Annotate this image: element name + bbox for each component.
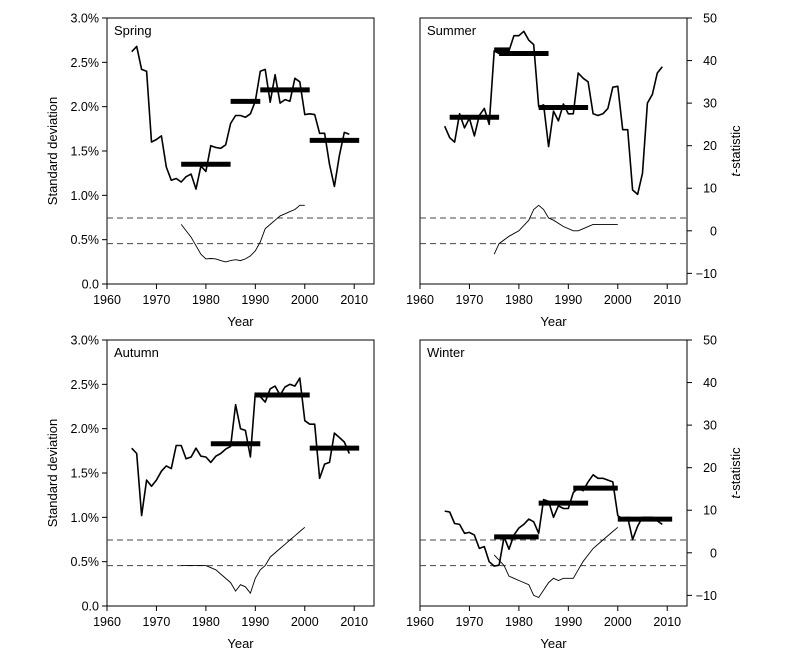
plot-frame — [106, 17, 375, 285]
y-left-tick-label: 3.0% — [71, 12, 100, 26]
t-statistic-line — [180, 204, 305, 263]
y-left-tick-label: 1.0% — [71, 511, 100, 525]
std-deviation-line — [131, 45, 350, 190]
y-right-tick-label: 0 — [710, 546, 717, 560]
y-right-tick-label: 40 — [703, 376, 717, 390]
x-tick-label: 1970 — [456, 615, 484, 629]
y-left-tick-label: 2.5% — [71, 56, 100, 70]
panel-summer: 1960 1970 1980 1990 2000 2010 Year −10 0 10 20 30 40… — [406, 12, 743, 330]
y-right-axis-title: t-statistic — [728, 447, 743, 499]
x-tick-label: 1990 — [554, 293, 582, 307]
y-left-tick-label: 0.0 — [82, 600, 99, 614]
std-deviation-line — [443, 30, 663, 196]
x-tick-label: 2000 — [604, 293, 632, 307]
x-tick-label: 1960 — [93, 615, 121, 629]
panel-label: Winter — [427, 345, 465, 360]
panel-label: Autumn — [114, 345, 159, 360]
y-right-axis-title: t-statistic — [728, 125, 743, 177]
t-statistic-line — [493, 526, 619, 599]
y-left-tick-label: 0.5% — [71, 555, 100, 569]
y-right-tick-label: −10 — [696, 267, 717, 281]
x-tick-label: 2000 — [291, 615, 319, 629]
y-right-tick-label: 10 — [703, 504, 717, 518]
y-right-axis-title-italic: t — [728, 494, 743, 499]
panel-label: Spring — [114, 23, 152, 38]
y-left-tick-label: 1.5% — [71, 145, 100, 159]
x-axis-title: Year — [540, 636, 567, 651]
x-tick-label: 2010 — [653, 615, 681, 629]
t-statistic-line — [181, 526, 306, 595]
y-left-tick-label: 2.0% — [71, 422, 100, 436]
std-deviation-line — [131, 377, 351, 517]
y-right-tick-label: 0 — [710, 224, 717, 238]
panel-label: Summer — [427, 23, 477, 38]
x-tick-label: 1970 — [143, 293, 171, 307]
panel-autumn: 1960 1970 1980 1990 2000 2010 Year 0.0 0.5% 1.0% 1… — [45, 334, 375, 651]
y-right-tick-label: 30 — [703, 419, 717, 433]
x-tick-label: 2000 — [291, 293, 319, 307]
x-tick-label: 1980 — [505, 615, 533, 629]
y-right-tick-label: 50 — [703, 12, 717, 26]
y-right-axis-title-italic: t — [728, 172, 743, 177]
y-right-axis-title-rest: -statistic — [728, 125, 743, 173]
panels-group: 1960 1970 1980 1990 2000 2010Year0.00.5%1.0%1… — [45, 12, 743, 652]
x-tick-label: 2010 — [340, 293, 368, 307]
x-tick-label: 1980 — [192, 293, 220, 307]
y-left-tick-label: 2.0% — [71, 100, 100, 114]
t-statistic-line — [493, 204, 618, 255]
y-right-axis-title-rest: -statistic — [728, 447, 743, 495]
x-axis-title: Year — [227, 636, 254, 651]
y-left-tick-label: 0.0 — [82, 278, 99, 292]
plot-frame — [419, 339, 688, 607]
y-right-tick-label: 50 — [703, 334, 717, 348]
x-axis-title: Year — [227, 314, 254, 329]
x-tick-label: 1970 — [143, 615, 171, 629]
y-left-axis-title: Standard deviation — [45, 97, 60, 205]
y-left-tick-label: 2.5% — [71, 378, 100, 392]
x-tick-label: 1990 — [554, 615, 582, 629]
plot-frame — [419, 17, 688, 285]
x-tick-label: 2010 — [653, 293, 681, 307]
y-right-tick-label: 10 — [703, 182, 717, 196]
y-right-tick-label: 30 — [703, 97, 717, 111]
y-right-tick-label: 20 — [703, 461, 717, 475]
panel-spring: 1960 1970 1980 1990 2000 2010 Year 0.0 0.5% 1.0% 1… — [45, 12, 375, 329]
y-right-tick-label: 40 — [703, 54, 717, 68]
x-tick-label: 1990 — [241, 615, 269, 629]
y-right-tick-label: −10 — [696, 589, 717, 603]
x-tick-label: 1960 — [93, 293, 121, 307]
x-tick-label: 2000 — [604, 615, 632, 629]
x-tick-label: 1980 — [505, 293, 533, 307]
x-tick-label: 1980 — [192, 615, 220, 629]
x-tick-label: 1970 — [456, 293, 484, 307]
y-left-tick-label: 1.0% — [71, 189, 100, 203]
x-axis-title: Year — [540, 314, 567, 329]
x-tick-label: 2010 — [340, 615, 368, 629]
panel-winter: 1960 1970 1980 1990 2000 2010 Year −10 0 10 20 30 40… — [406, 334, 743, 652]
y-left-tick-label: 1.5% — [71, 467, 100, 481]
y-right-tick-label: 20 — [703, 139, 717, 153]
y-left-tick-label: 0.5% — [71, 233, 100, 247]
plot-frame — [106, 339, 375, 607]
x-tick-label: 1960 — [406, 293, 434, 307]
x-tick-label: 1990 — [241, 293, 269, 307]
x-tick-label: 1960 — [406, 615, 434, 629]
y-left-axis-title: Standard deviation — [45, 419, 60, 527]
y-left-tick-label: 3.0% — [71, 334, 100, 348]
